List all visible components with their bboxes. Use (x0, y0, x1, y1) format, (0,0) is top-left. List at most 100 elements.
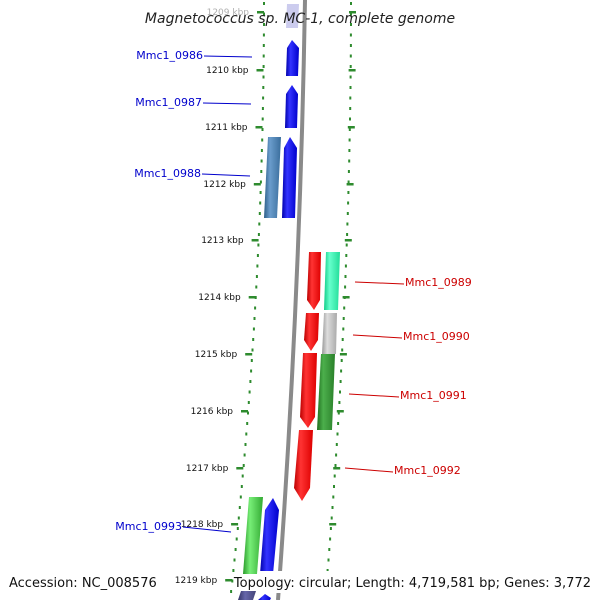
ring-dot (262, 44, 265, 47)
footer-backdrop-left (4, 571, 154, 593)
gene-label-text: Mmc1_0986 (136, 49, 203, 62)
ring-dot (349, 65, 352, 68)
ring-dot (350, 2, 352, 5)
ring-dot (346, 233, 349, 236)
leader-line (203, 55, 253, 58)
gene-feature-mmc1-0988-b (282, 137, 297, 218)
ring-dot (345, 254, 348, 257)
ring-dot (237, 516, 240, 520)
tick-mark (248, 296, 256, 299)
tick-mark (231, 523, 239, 526)
ring-dot (343, 306, 346, 310)
ring-dot (349, 96, 352, 100)
ring-dot (253, 317, 256, 320)
ring-dot (333, 485, 335, 488)
ring-dot (342, 327, 345, 331)
ring-dot (261, 107, 264, 110)
tick-mark (336, 410, 344, 413)
ring-dot (262, 86, 265, 89)
ring-dot (236, 527, 239, 530)
ring-dot (239, 495, 242, 499)
tick-mark (251, 239, 259, 242)
ring-dot (339, 380, 342, 383)
accession-text: Accession: NC_008576 (9, 576, 157, 591)
gene-feature-mmc1-0993-a (243, 497, 263, 574)
scale-tick: 1214 kbp (198, 293, 350, 303)
scale-tick: 1211 kbp (205, 123, 355, 133)
dotted-ring-left (230, 2, 265, 593)
gene-feature-top (286, 4, 299, 28)
gene-label-mmc1-0989: Mmc1_0989 (354, 276, 472, 289)
gene-feature-mmc1-0992 (294, 430, 313, 501)
ring-dot (244, 443, 247, 446)
forward-genes (238, 4, 299, 600)
gene-feature-mmc1-0991-b (317, 354, 335, 430)
scale-tick: 1215 kbp (195, 350, 347, 360)
ring-dot (259, 180, 262, 184)
ring-dot (349, 107, 352, 110)
ring-dot (350, 23, 352, 26)
ring-dot (333, 474, 336, 478)
ring-dot (254, 306, 257, 310)
tick-label: 1214 kbp (198, 293, 241, 303)
scale-tick: 1217 kbp (186, 464, 341, 474)
ring-dot (249, 380, 252, 383)
ring-dot (242, 464, 245, 467)
tick-mark (344, 239, 352, 242)
gene-label-text: Mmc1_0993 (115, 520, 182, 533)
ring-dot (238, 506, 241, 509)
gene-label-mmc1-0993: Mmc1_0993 (115, 520, 232, 533)
ring-dot (260, 170, 263, 173)
ring-dot (240, 485, 243, 488)
ring-dot (255, 285, 258, 289)
ring-dot (329, 537, 332, 541)
ring-dot (349, 44, 352, 47)
gene-label-text: Mmc1_0987 (135, 96, 202, 109)
ring-dot (328, 548, 331, 551)
ring-dot (245, 432, 248, 436)
tick-label: 1217 kbp (186, 464, 229, 474)
tick-mark (256, 69, 264, 72)
ring-dot (256, 254, 259, 257)
tick-label: 1211 kbp (205, 123, 248, 133)
scale-tick: 1216 kbp (191, 407, 344, 417)
ring-dot (340, 369, 343, 373)
ring-dot (327, 558, 330, 562)
tick-mark (225, 579, 233, 582)
ring-dot (347, 180, 350, 184)
ring-dot (349, 33, 352, 37)
ring-dot (341, 348, 344, 352)
tick-label: 1218 kbp (181, 520, 224, 530)
genome-backbone (276, 0, 307, 600)
gene-label-text: Mmc1_0991 (400, 389, 467, 402)
tick-mark (339, 353, 347, 356)
genome-title: Magnetococcus sp. MC-1, complete genome (145, 11, 455, 27)
footer-backdrop-right (258, 571, 596, 593)
ring-dot (261, 138, 264, 142)
tick-mark (257, 11, 264, 14)
tick-mark (333, 467, 341, 470)
ring-dot (347, 191, 350, 194)
ring-dot (348, 128, 351, 131)
ring-dot (349, 117, 351, 121)
ring-dot (347, 170, 350, 173)
ring-dot (344, 264, 347, 268)
tick-label: 1215 kbp (195, 350, 238, 360)
tick-mark (349, 11, 356, 14)
ring-dot (349, 54, 352, 58)
ring-dot (339, 390, 341, 394)
gene-label-text: Mmc1_0990 (403, 330, 470, 343)
gene-feature-mmc1-0990-b (322, 313, 337, 354)
reverse-genes (294, 252, 340, 501)
gene-labels: Mmc1_0986 Mmc1_0987 Mmc1_0988 Mmc1_0989 Mmc1… (115, 49, 472, 533)
tick-mark (348, 69, 356, 72)
ring-dot (330, 516, 333, 520)
leader-line (344, 467, 394, 473)
ring-dot (350, 12, 352, 16)
tick-mark (329, 523, 337, 526)
tick-label: 1213 kbp (201, 236, 244, 246)
tick-label: 1216 kbp (191, 407, 234, 417)
ring-dot (262, 33, 265, 37)
gene-feature-bottom-a (238, 591, 256, 600)
